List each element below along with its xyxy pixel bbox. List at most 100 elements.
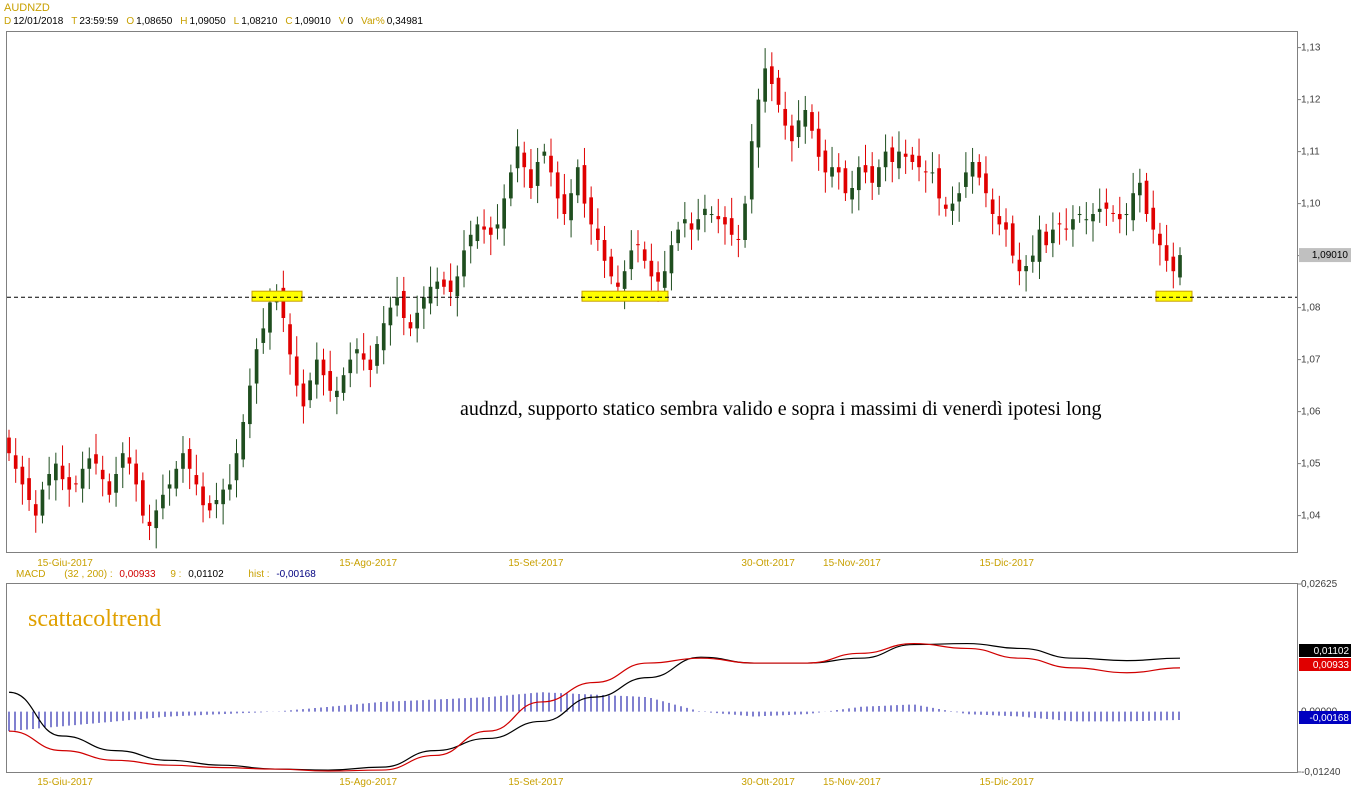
ohlc-key: Var% [361, 16, 385, 27]
candle-body [1010, 223, 1015, 256]
signal-line [8, 642, 1181, 771]
candle-body [381, 323, 386, 351]
candle-body [328, 371, 333, 391]
ohlc-key: O [126, 16, 135, 27]
candle-body [1064, 228, 1069, 230]
candle-body [60, 465, 65, 480]
candle-body [1037, 229, 1042, 262]
candle-body [1164, 245, 1169, 261]
brand-watermark: scattacoltrend [28, 606, 162, 632]
candle-body [602, 240, 607, 261]
chart-annotation: audnzd, supporto statico sembra valido e… [460, 398, 1102, 420]
candle-body [1138, 182, 1142, 196]
candle-body [555, 172, 560, 199]
candle-body [1158, 233, 1162, 246]
candle-body [569, 193, 573, 221]
signal-badge [1299, 644, 1351, 657]
ohlc-key: D [4, 16, 12, 27]
price-y-label: 1,10 [1301, 199, 1321, 210]
candle-body [856, 167, 861, 191]
macd-x-label: 30-Ott-2017 [741, 777, 795, 788]
candle-body [930, 172, 935, 174]
candle-body [769, 66, 774, 84]
candle-body [248, 385, 252, 425]
price-y-label: 1,05 [1301, 459, 1321, 470]
candle-body [47, 474, 51, 486]
candle-body [984, 173, 988, 194]
ohlc-value: 23:59:59 [79, 16, 119, 27]
candle-body [67, 477, 72, 490]
candle-body [870, 166, 875, 183]
candle-body [950, 203, 955, 211]
candle-body [890, 147, 895, 162]
macd-x-label: 15-Set-2017 [508, 777, 563, 788]
candle-body [689, 223, 694, 230]
candle-body [147, 521, 152, 526]
price-y-label: 1,08 [1301, 303, 1321, 314]
candle-body [1077, 214, 1082, 216]
ohlc-value: 0,34981 [386, 16, 423, 27]
candle-body [254, 349, 259, 384]
candle-body [1017, 259, 1022, 272]
candle-body [790, 125, 794, 142]
candle-body [776, 77, 781, 105]
candle-body [656, 272, 660, 282]
signal-value: 0,01102 [188, 569, 224, 580]
candle-body [214, 500, 219, 505]
candle-body [1084, 219, 1089, 221]
candle-body [361, 353, 366, 360]
candle-body [863, 165, 868, 173]
ohlc-value: 1,09050 [189, 16, 226, 27]
price-y-label: 1,07 [1301, 355, 1321, 366]
hist-badge-label: -0,00168 [1310, 713, 1350, 724]
candle-body [843, 168, 848, 194]
candle-body [977, 162, 982, 178]
macd-x-label: 15-Nov-2017 [823, 777, 881, 788]
candle-body [589, 197, 593, 225]
candle-body [187, 449, 192, 469]
candle-body [241, 422, 246, 460]
candle-body [830, 167, 834, 177]
candle-body [401, 290, 406, 318]
candle-body [174, 468, 179, 489]
candle-body [27, 478, 31, 500]
candle-body [642, 249, 647, 261]
candle-body [462, 250, 466, 277]
candle-body [749, 141, 754, 200]
candle-body [221, 489, 225, 505]
candle-body [609, 256, 614, 277]
candle-body [509, 172, 513, 199]
macd-y-label: 0,02625 [1301, 579, 1338, 590]
price-y-label: 1,13 [1301, 43, 1321, 54]
candle-body [1111, 212, 1115, 214]
candle-body [53, 463, 58, 481]
last-price-label: 1,09010 [1312, 250, 1349, 261]
candle-body [917, 155, 921, 168]
candle-body [763, 68, 767, 102]
candle-body [575, 167, 580, 196]
candle-body [181, 453, 185, 469]
candle-body [903, 153, 908, 157]
candle-body [127, 457, 132, 464]
candle-body [522, 152, 527, 168]
candle-body [716, 216, 721, 220]
candle-body [883, 151, 888, 168]
candle-body [455, 276, 460, 297]
candle-body [301, 383, 306, 407]
candle-body [87, 458, 92, 469]
candle-body [442, 279, 446, 287]
candle-body [314, 359, 319, 385]
candle-body [355, 349, 359, 354]
candle-body [997, 216, 1002, 225]
candle-body [836, 167, 841, 173]
hist-value: -0,00168 [276, 569, 316, 580]
signal-label: 9 : [170, 569, 182, 580]
macd-value: 0,00933 [119, 569, 156, 580]
candle-body [823, 150, 828, 173]
candle-body [1051, 229, 1055, 244]
candle-body [435, 281, 440, 289]
candle-body [990, 199, 995, 214]
candle-body [33, 504, 38, 516]
macd-badge [1299, 658, 1351, 671]
candle-body [321, 359, 326, 376]
